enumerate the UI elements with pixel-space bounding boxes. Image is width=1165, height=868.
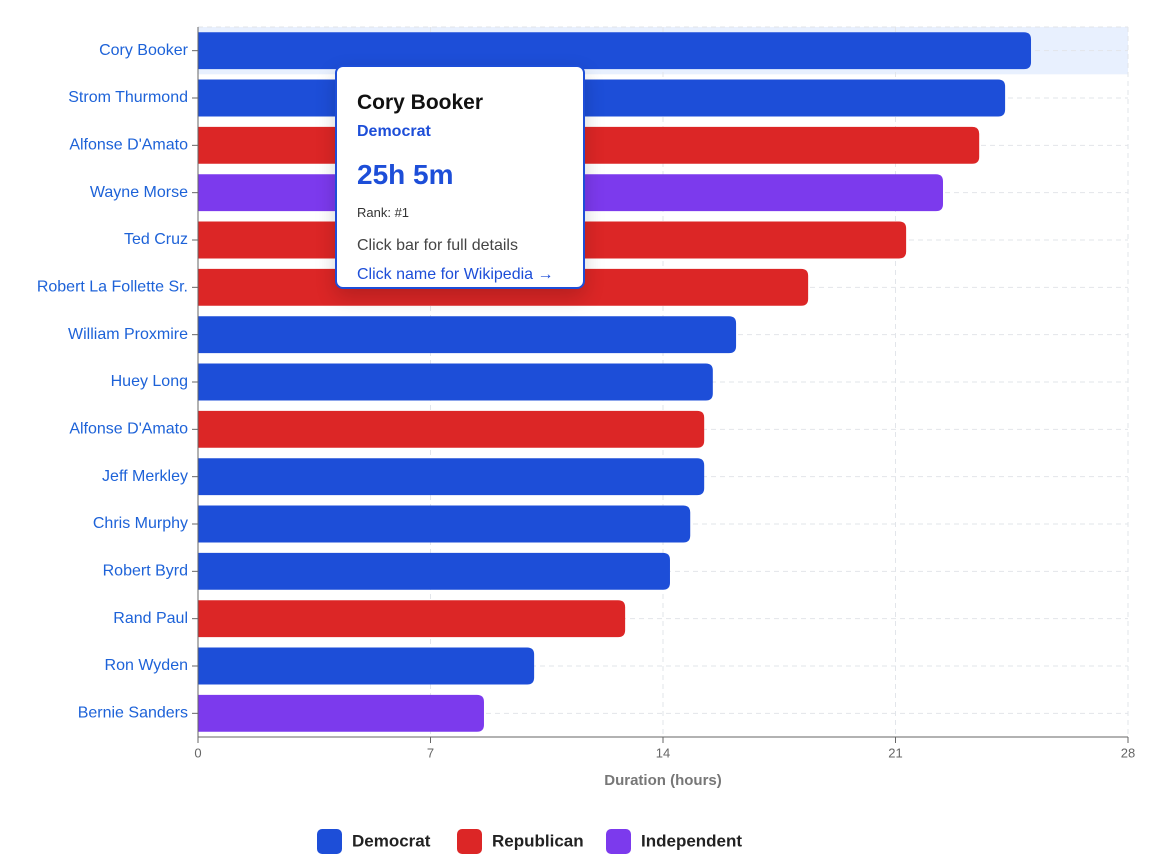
y-tick-label[interactable]: Bernie Sanders [78,705,188,722]
tooltip-name: Cory Booker [357,91,484,114]
bar[interactable] [198,647,535,685]
y-tick-label[interactable]: Ron Wyden [105,657,188,674]
y-tick-label[interactable]: Chris Murphy [93,515,188,532]
tooltip: Cory Booker Democrat 25h 5m Rank: #1 Cli… [335,65,585,289]
y-tick-label[interactable]: William Proxmire [68,326,188,343]
bar[interactable] [198,458,705,496]
tooltip-rank: Rank: #1 [357,205,410,220]
x-tick-label: 21 [888,745,902,760]
x-tick-label: 28 [1121,745,1135,760]
y-tick-label[interactable]: Alfonse D'Amato [69,421,188,438]
bar[interactable] [198,316,737,354]
tooltip-link[interactable]: Click name for Wikipedia → [357,266,554,283]
y-tick-label[interactable]: Cory Booker [99,42,189,59]
bar[interactable] [198,694,484,732]
y-tick-label[interactable]: Wayne Morse [90,184,188,201]
bar[interactable] [198,505,691,543]
tooltip-hint: Click bar for full details [357,237,518,254]
x-tick-label: 7 [427,745,434,760]
x-axis-label: Duration (hours) [604,772,722,789]
y-tick-label[interactable]: Huey Long [111,373,188,390]
bar[interactable] [198,79,1006,117]
x-tick-label: 14 [656,745,670,760]
y-tick-label[interactable]: Alfonse D'Amato [69,137,188,154]
y-tick-label[interactable]: Robert La Follette Sr. [37,279,188,296]
legend-swatch [606,829,631,854]
x-tick-label: 0 [194,745,201,760]
bar[interactable] [198,363,713,401]
y-tick-label[interactable]: Robert Byrd [103,563,188,580]
bar[interactable] [198,410,705,448]
bar[interactable] [198,552,670,590]
y-tick-label[interactable]: Rand Paul [113,610,188,627]
legend-label: Independent [641,831,742,850]
tooltip-duration: 25h 5m [357,159,454,190]
legend-label: Republican [492,831,584,850]
tooltip-party: Democrat [357,123,431,140]
y-tick-label[interactable]: Strom Thurmond [68,89,188,106]
bar[interactable] [198,126,980,164]
bar[interactable] [198,32,1032,70]
y-tick-label[interactable]: Ted Cruz [124,231,188,248]
legend-label: Democrat [352,831,431,850]
bar[interactable] [198,600,626,638]
legend-swatch [457,829,482,854]
legend-swatch [317,829,342,854]
y-tick-label[interactable]: Jeff Merkley [102,468,188,485]
